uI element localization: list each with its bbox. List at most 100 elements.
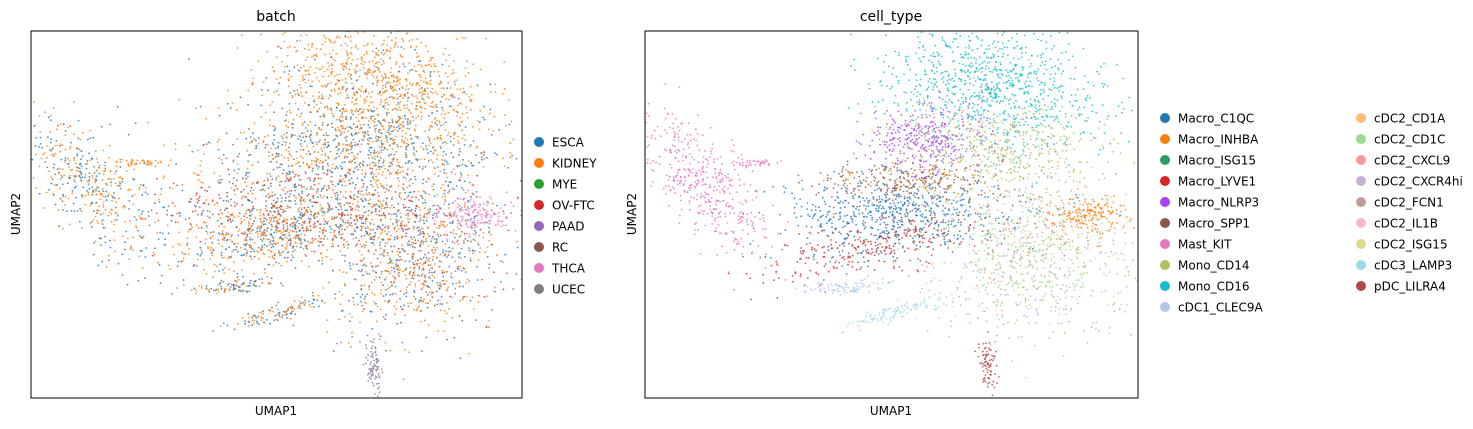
batch-c-point-673 [311, 241, 314, 244]
batch-c-point-304 [265, 195, 267, 198]
batch-d-point-363 [387, 287, 389, 290]
batch-c-point-28 [244, 236, 247, 239]
batch-d-point-712 [516, 246, 519, 249]
batch-b-point-357 [229, 107, 232, 109]
batch-c-point-804 [336, 194, 339, 197]
batch-f-point-243 [212, 276, 215, 279]
batch-f-point-102 [292, 247, 294, 250]
batch-d-point-329 [463, 206, 466, 208]
batch-j-point-18 [298, 300, 301, 303]
batch-f-point-399 [285, 243, 288, 246]
batch-a-point-268 [357, 32, 359, 35]
batch-g-point-258 [45, 191, 48, 194]
batch-a-point-114 [240, 34, 243, 37]
batch-i-point-81 [249, 279, 252, 282]
batch-d-point-39 [396, 301, 398, 303]
batch-a-point-898 [427, 82, 430, 85]
batch-a-point-854 [305, 34, 308, 37]
batch-c-point-534 [349, 173, 352, 176]
batch-d-point-166 [386, 206, 389, 209]
batch-k-point-25 [380, 368, 383, 371]
batch-a-point-133 [455, 38, 458, 40]
batch-b-point-208 [402, 170, 404, 173]
batch-f-point-151 [297, 226, 300, 229]
batch-b-point-234 [334, 167, 337, 170]
batch-k-point-66 [372, 384, 375, 387]
batch-c-point-344 [319, 204, 322, 207]
batch-f-point-238 [176, 212, 178, 215]
batch-d-point-508 [308, 265, 310, 268]
batch-b-point-493 [303, 140, 306, 143]
batch-c-point-234 [315, 212, 318, 215]
batch-c-point-245 [362, 222, 365, 225]
batch-d-point-368 [408, 184, 411, 187]
batch-c-point-757 [254, 217, 257, 219]
batch-d-point-209 [358, 250, 361, 253]
batch-a-point-539 [380, 75, 383, 77]
batch-b-point-429 [342, 107, 344, 110]
batch-d-point-811 [418, 274, 421, 277]
batch-f-point-270 [279, 230, 281, 233]
batch-d-point-24 [382, 295, 385, 297]
batch-b-point-584 [411, 142, 414, 145]
batch-c-point-452 [339, 191, 342, 193]
batch-h-point-33 [125, 159, 128, 162]
batch-e-point-142 [468, 200, 471, 203]
batch-b-point-339 [388, 161, 391, 164]
batch-g-point-278 [78, 175, 81, 178]
batch-a-point-696 [376, 80, 379, 82]
batch-g-point-411 [75, 169, 78, 172]
batch-f-point-352 [333, 216, 336, 219]
batch-b-point-560 [351, 151, 353, 154]
batch-d-point-320 [377, 205, 380, 207]
batch-g-point-140 [129, 188, 132, 191]
batch-g-point-403 [72, 202, 75, 205]
batch-a-point-274 [324, 41, 326, 43]
batch-g-point-111 [59, 187, 61, 190]
batch-b-point-1 [382, 128, 385, 131]
batch-c-point-552 [269, 195, 272, 198]
batch-b-point-693 [380, 139, 383, 142]
batch-j-point-73 [275, 318, 277, 321]
batch-a-point-269 [290, 76, 292, 78]
batch-c-point-301 [292, 221, 295, 224]
batch-b-point-673 [209, 142, 211, 145]
batch-g-point-433 [96, 209, 99, 212]
batch-b-point-546 [248, 171, 250, 174]
batch-d-point-435 [360, 300, 362, 303]
batch-b-point-94 [382, 159, 385, 161]
batch-b-point-166 [352, 138, 355, 141]
batch-b-point-477 [225, 132, 228, 135]
batch-b-point-689 [378, 92, 381, 94]
batch-d-point-638 [384, 318, 387, 321]
batch-d-point-324 [468, 249, 471, 252]
batch-c-point-351 [307, 206, 309, 209]
batch-b-point-742 [373, 179, 376, 181]
batch-c-point-702 [263, 184, 265, 187]
batch-b-point-624 [377, 162, 380, 164]
batch-g-point-389 [63, 174, 65, 177]
batch-b-point-802 [406, 173, 409, 176]
batch-f-point-282 [310, 210, 312, 213]
batch-i-point-49 [206, 288, 208, 290]
batch-d-point-657 [405, 289, 407, 291]
batch-c-point-723 [221, 212, 223, 214]
batch-g-point-216 [98, 164, 101, 167]
batch-f-point-292 [240, 254, 243, 257]
batch-e-point-12 [520, 214, 522, 217]
batch-a-point-832 [395, 41, 397, 44]
batch-b-point-769 [365, 117, 368, 119]
batch-b-point-505 [398, 194, 400, 197]
batch-b-point-804 [483, 158, 486, 161]
batch-d-point-867 [396, 250, 398, 253]
batch-f-point-353 [270, 277, 273, 280]
batch-c-point-859 [468, 181, 471, 184]
batch-c-point-506 [238, 212, 241, 215]
batch-d-point-896 [421, 239, 423, 242]
batch-c-point-893 [159, 193, 162, 196]
batch-d-point-408 [475, 191, 478, 193]
batch-b-point-784 [174, 148, 177, 151]
batch-f-point-52 [243, 219, 246, 221]
batch-d-point-507 [408, 283, 411, 286]
batch-a-point-721 [372, 82, 374, 85]
